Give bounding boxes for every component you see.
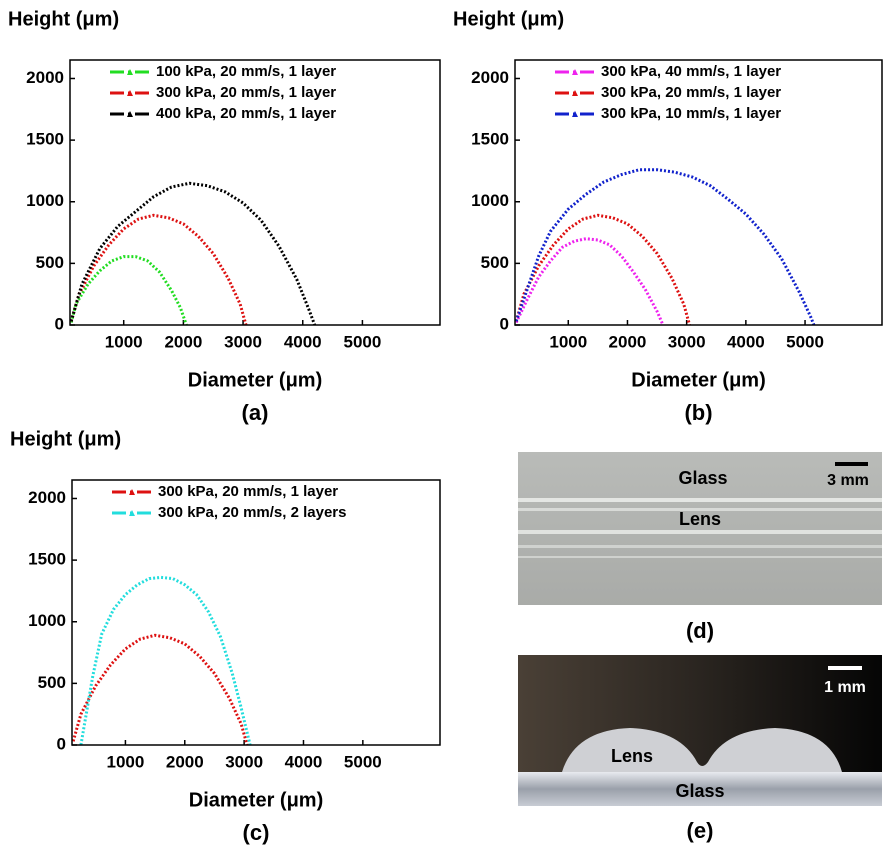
plot-frame	[514, 59, 883, 326]
data-line	[69, 181, 317, 326]
y-tick-label: 0	[55, 314, 64, 333]
panel-label: (e)	[687, 818, 714, 843]
legend-marker	[129, 510, 135, 516]
y-axis-title: Height (μm)	[453, 8, 564, 30]
x-axis-title: Diameter (μm)	[189, 789, 324, 811]
y-tick-label: 2000	[471, 68, 509, 87]
data-line	[69, 213, 248, 326]
x-tick-label: 1000	[105, 332, 143, 351]
x-tick-label: 4000	[284, 332, 322, 351]
x-tick-label: 3000	[224, 332, 262, 351]
x-tick-label: 2000	[609, 332, 647, 351]
x-tick-label: 2000	[164, 332, 202, 351]
y-tick-label: 1500	[26, 130, 64, 149]
y-axis-title: Height (μm)	[8, 8, 119, 30]
panel-label: (a)	[242, 400, 269, 425]
y-tick-label: 2000	[28, 488, 66, 507]
x-tick-label: 5000	[344, 752, 382, 771]
x-tick-label: 1000	[107, 752, 145, 771]
data-line	[514, 213, 692, 326]
y-tick-label: 500	[36, 253, 64, 272]
y-tick-label: 500	[481, 253, 509, 272]
y-tick-label: 0	[500, 314, 509, 333]
y-tick-label: 1500	[28, 550, 66, 569]
panel-label: (c)	[243, 820, 270, 845]
legend-label: 300 kPa, 20 mm/s, 1 layer	[601, 84, 781, 101]
data-line	[69, 255, 188, 326]
legend-label: 300 kPa, 40 mm/s, 1 layer	[601, 63, 781, 80]
y-tick-label: 0	[57, 734, 66, 753]
photo-d: Glass Lens 3 mm (d)	[518, 452, 882, 643]
photo-label: Glass	[675, 781, 724, 801]
photo-label: Lens	[611, 746, 653, 766]
photo-e: Lens Glass 1 mm (e)	[518, 655, 882, 843]
legend-marker	[129, 489, 135, 495]
x-tick-label: 3000	[668, 332, 706, 351]
y-axis-title: Height (μm)	[10, 428, 121, 450]
data-line	[71, 633, 249, 746]
legend-marker	[127, 69, 133, 75]
y-tick-label: 500	[38, 673, 66, 692]
x-tick-label: 4000	[285, 752, 323, 771]
x-axis-title: Diameter (μm)	[631, 369, 766, 391]
y-tick-label: 1000	[471, 191, 509, 210]
panel-label: (d)	[686, 618, 714, 643]
panel-label: (b)	[684, 400, 712, 425]
scale-bar-label: 3 mm	[827, 472, 869, 489]
legend-marker	[127, 111, 133, 117]
x-tick-label: 2000	[166, 752, 204, 771]
plot-frame	[69, 59, 441, 326]
scale-bar-label: 1 mm	[824, 679, 866, 696]
x-tick-label: 5000	[786, 332, 824, 351]
data-line	[514, 168, 816, 326]
x-tick-label: 3000	[225, 752, 263, 771]
data-line	[514, 237, 665, 326]
legend-marker	[572, 69, 578, 75]
x-axis-title: Diameter (μm)	[188, 369, 323, 391]
legend-label: 300 kPa, 20 mm/s, 1 layer	[158, 483, 338, 500]
photo-label: Glass	[678, 468, 727, 488]
y-tick-label: 1000	[28, 611, 66, 630]
legend-label: 300 kPa, 20 mm/s, 2 layers	[158, 504, 346, 521]
legend-label: 300 kPa, 10 mm/s, 1 layer	[601, 105, 781, 122]
legend-marker	[572, 111, 578, 117]
x-tick-label: 1000	[549, 332, 587, 351]
y-tick-label: 1000	[26, 191, 64, 210]
y-tick-label: 1500	[471, 130, 509, 149]
x-tick-label: 5000	[344, 332, 382, 351]
x-tick-label: 4000	[727, 332, 765, 351]
legend-label: 100 kPa, 20 mm/s, 1 layer	[156, 63, 336, 80]
data-line	[79, 575, 252, 746]
legend-label: 400 kPa, 20 mm/s, 1 layer	[156, 105, 336, 122]
photo-label: Lens	[679, 509, 721, 529]
plot-frame	[71, 479, 441, 746]
legend-marker	[127, 90, 133, 96]
legend-label: 300 kPa, 20 mm/s, 1 layer	[156, 84, 336, 101]
legend-marker	[572, 90, 578, 96]
y-tick-label: 2000	[26, 68, 64, 87]
